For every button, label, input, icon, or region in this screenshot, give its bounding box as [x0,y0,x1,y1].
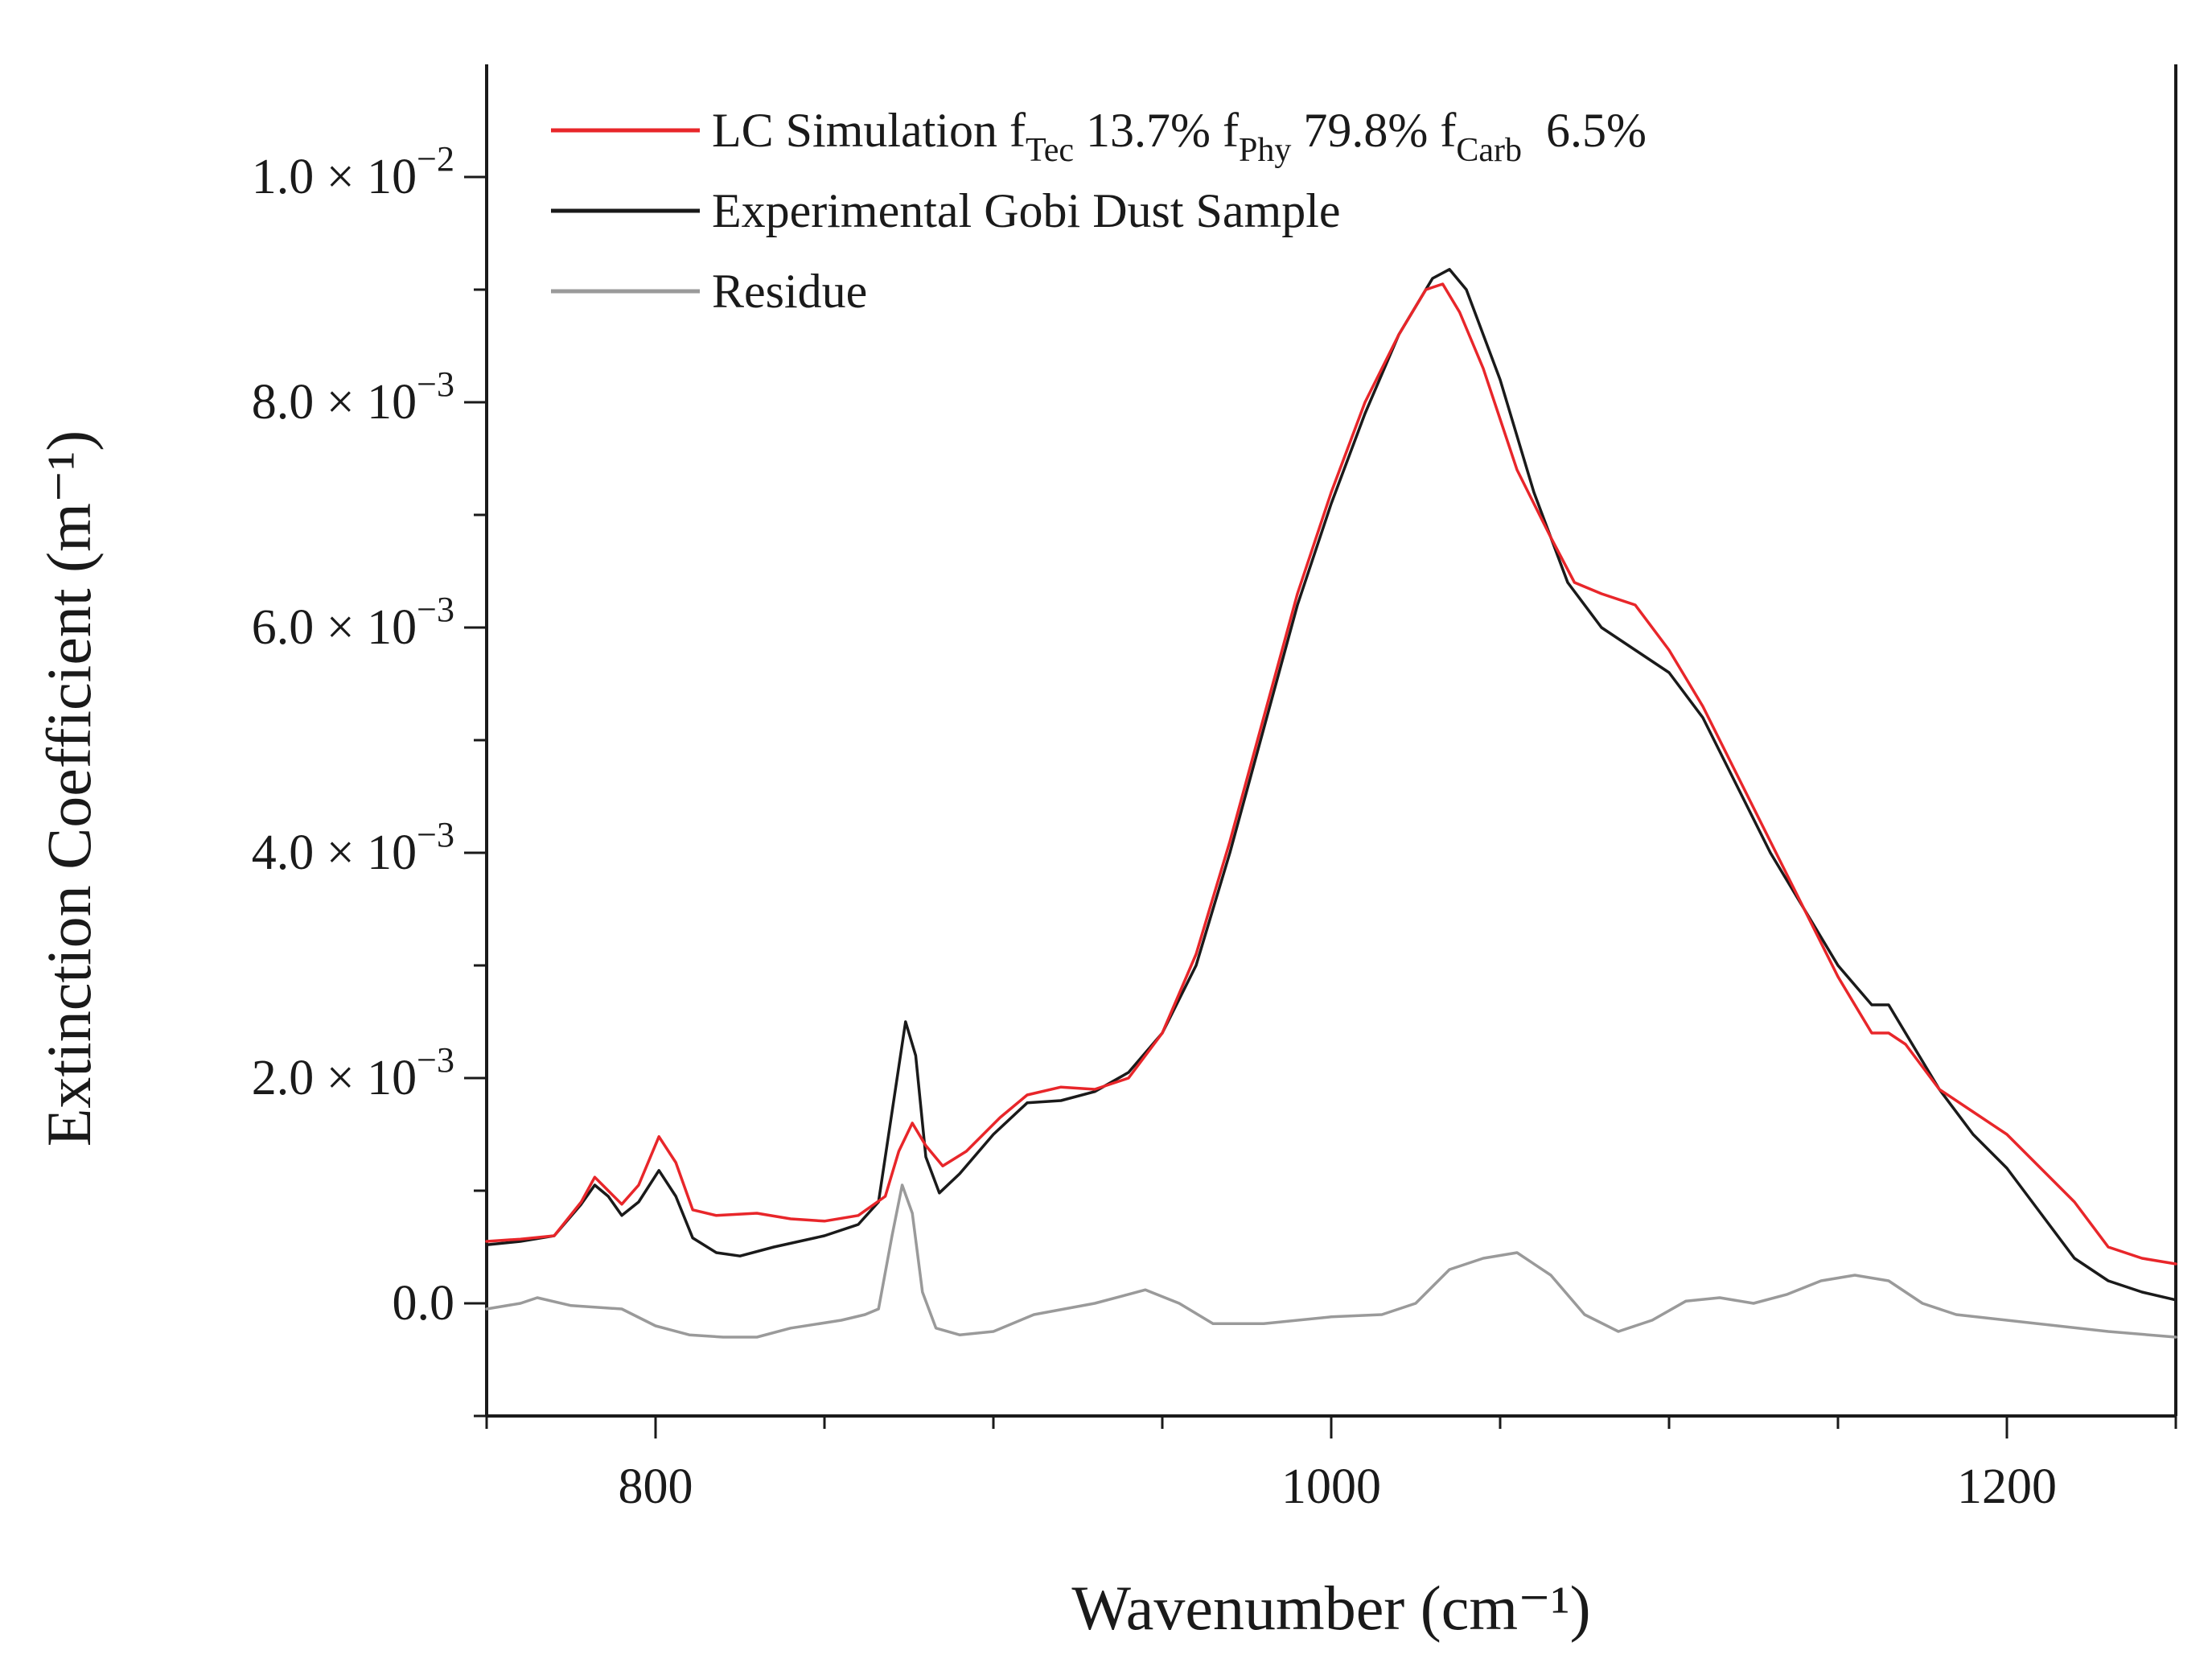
series-line-1 [485,268,2177,1302]
x-axis-title: Wavenumber (cm⁻¹) [1071,1573,1590,1643]
y-tick-label: 1.0 × 10−2 [252,139,454,204]
x-tick-label: 800 [619,1459,693,1514]
axes-layer: 800 1000 1200 0.0 2.0 × 10−3 4.0 × 10−3 6.0 × … [252,64,2177,1514]
y-tick-label: 4.0 × 10−3 [252,815,454,880]
y-axis-title: Extinction Coefficient (m⁻¹) [34,430,104,1147]
legend-label: LC Simulation fTec 13.7% fPhy 79.8% fCar… [712,104,1647,169]
y-tick-label: 0.0 [393,1276,455,1331]
legend-label: Residue [712,265,867,318]
y-tick-label: 6.0 × 10−3 [252,590,454,655]
x-tick-label: 1000 [1281,1459,1381,1514]
x-tick-label: 1200 [1957,1459,2057,1514]
series-line-0 [485,282,2177,1266]
y-tick-label: 8.0 × 10−3 [252,364,454,430]
series-line-2 [485,1183,2177,1339]
series-layer [485,268,2177,1339]
legend-label: Experimental Gobi Dust Sample [712,184,1341,237]
y-tick-label: 2.0 × 10−3 [252,1040,454,1105]
legend: LC Simulation fTec 13.7% fPhy 79.8% fCar… [551,104,1647,318]
